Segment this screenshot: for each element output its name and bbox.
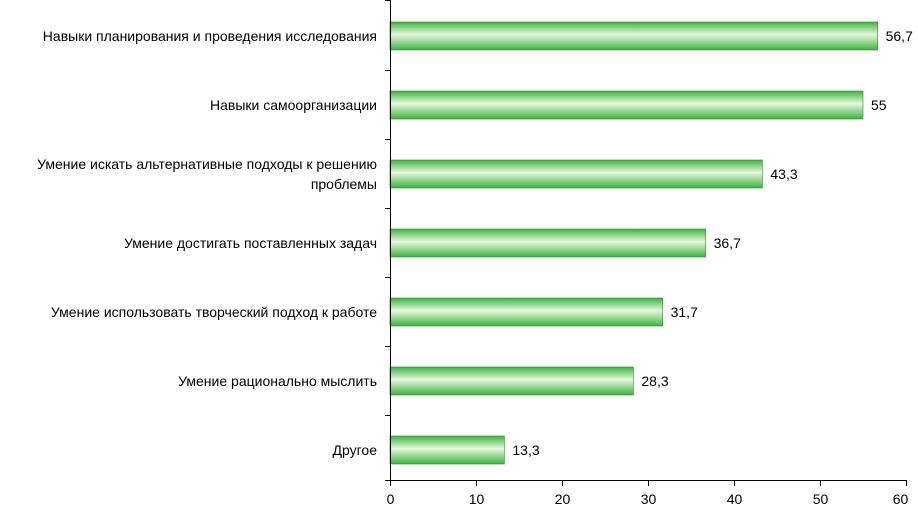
category-label-1: Навыки планирования и проведения исследо… bbox=[43, 28, 377, 44]
bar-1 bbox=[389, 21, 878, 51]
category-label-7: Другое bbox=[333, 442, 378, 458]
value-label-3: 43,3 bbox=[770, 166, 797, 182]
bar-7 bbox=[389, 435, 505, 465]
category-label-2: Навыки самоорганизации bbox=[210, 97, 377, 113]
category-label-line: Другое bbox=[333, 442, 378, 458]
value-label-4: 36,7 bbox=[714, 235, 741, 251]
bar-2 bbox=[389, 90, 864, 120]
axes: 0 10 20 30 40 50 60 bbox=[385, 0, 908, 507]
bar-4 bbox=[389, 228, 706, 258]
category-label-4: Умение достигать поставленных задач bbox=[124, 235, 377, 251]
category-label-5: Умение использовать творческий подход к … bbox=[51, 304, 377, 320]
category-label-3: Умение искать альтернативные подходы к р… bbox=[37, 156, 377, 192]
bar-5 bbox=[389, 297, 663, 327]
value-label-1: 56,7 bbox=[886, 28, 913, 44]
category-label-line: Умение достигать поставленных задач bbox=[124, 235, 377, 251]
value-label-7: 13,3 bbox=[512, 442, 539, 458]
x-tick-label-0: 0 bbox=[387, 491, 395, 507]
value-labels: 56,7 55 43,3 36,7 31,7 28,3 13,3 bbox=[512, 28, 913, 458]
x-tick-label-60: 60 bbox=[893, 491, 909, 507]
category-label-line: Умение искать альтернативные подходы к р… bbox=[37, 156, 377, 172]
category-labels: Навыки планирования и проведения исследо… bbox=[37, 28, 377, 458]
category-label-line: Умение рационально мыслить bbox=[178, 373, 377, 389]
bar-3 bbox=[389, 159, 763, 189]
x-tick-label-10: 10 bbox=[469, 491, 485, 507]
x-tick-label-50: 50 bbox=[813, 491, 829, 507]
category-label-line: Навыки самоорганизации bbox=[210, 97, 377, 113]
value-label-2: 55 bbox=[871, 97, 887, 113]
x-tick-label-40: 40 bbox=[727, 491, 743, 507]
x-tick-label-30: 30 bbox=[641, 491, 657, 507]
bar-6 bbox=[389, 366, 634, 396]
category-label-line: Умение использовать творческий подход к … bbox=[51, 304, 377, 320]
x-tick-label-20: 20 bbox=[555, 491, 571, 507]
value-label-6: 28,3 bbox=[641, 373, 668, 389]
value-label-5: 31,7 bbox=[671, 304, 698, 320]
category-label-line: Навыки планирования и проведения исследо… bbox=[43, 28, 377, 44]
category-label-6: Умение рационально мыслить bbox=[178, 373, 377, 389]
category-label-line: проблемы bbox=[311, 176, 377, 192]
bars bbox=[389, 21, 878, 465]
